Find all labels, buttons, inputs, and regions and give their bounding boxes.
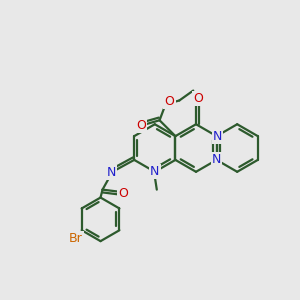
Text: O: O: [193, 92, 203, 105]
Text: N: N: [213, 130, 222, 142]
Text: O: O: [136, 119, 146, 132]
Text: N: N: [107, 166, 116, 179]
Text: O: O: [118, 187, 128, 200]
Text: N: N: [150, 165, 160, 178]
Text: Br: Br: [69, 232, 82, 245]
Text: O: O: [164, 95, 174, 108]
Text: N: N: [212, 153, 221, 167]
